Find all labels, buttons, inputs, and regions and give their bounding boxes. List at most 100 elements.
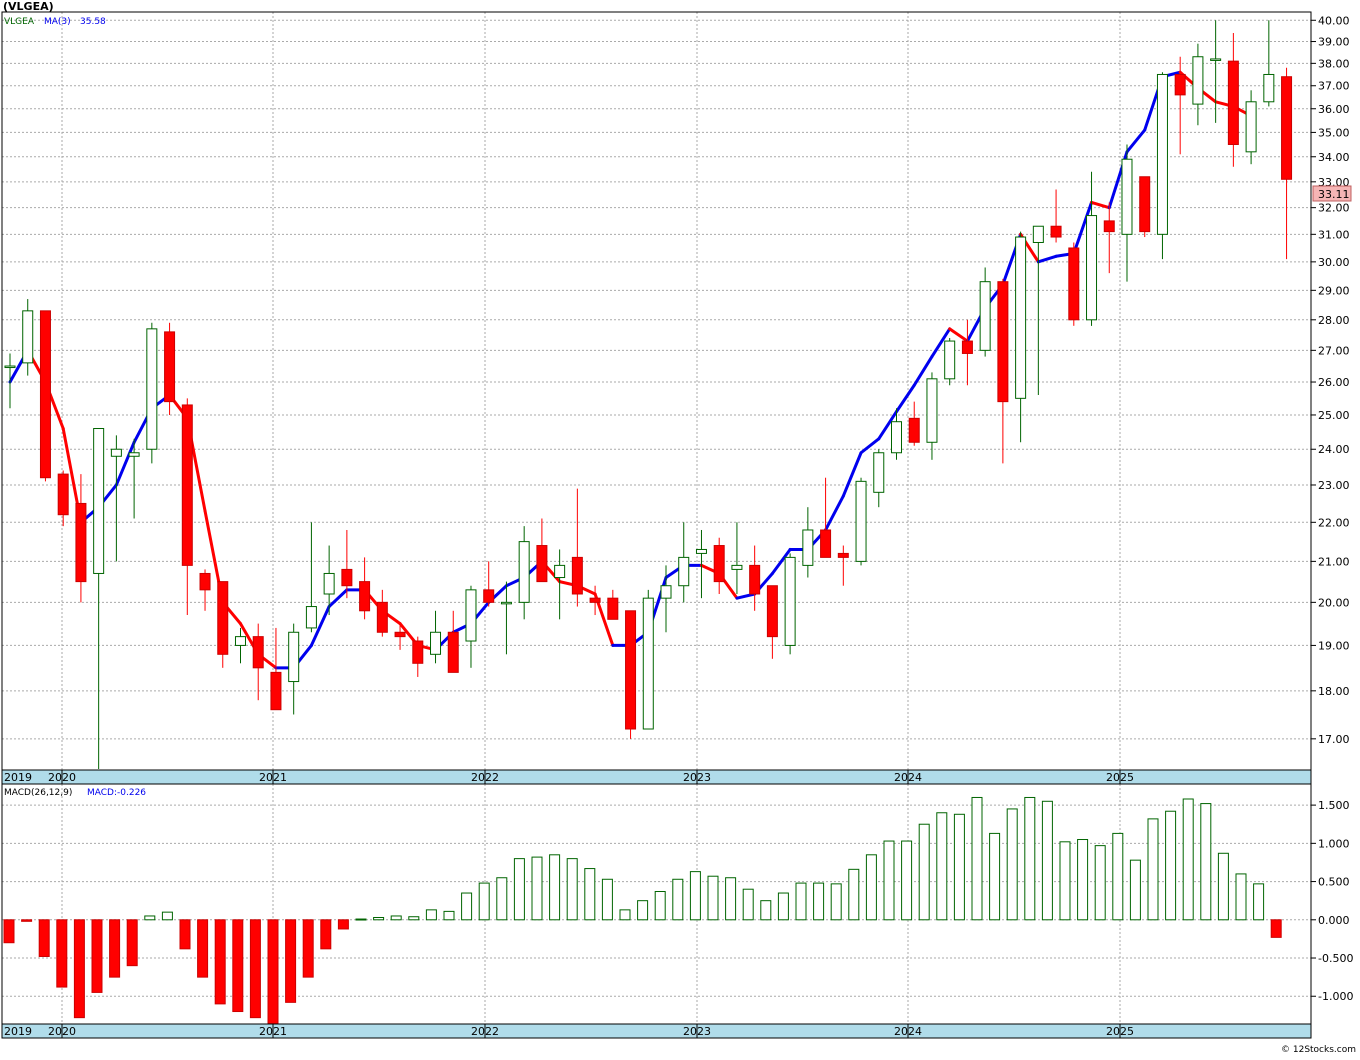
ma-segment: [735, 592, 757, 600]
candle-body: [394, 631, 406, 638]
ma-segment: [948, 327, 969, 343]
macd-bar: [672, 878, 684, 921]
macd-bar: [513, 858, 525, 921]
macd-bar: [707, 875, 719, 921]
macd-bar: [971, 796, 983, 921]
candle-body: [164, 331, 176, 403]
macd-bar: [953, 813, 965, 921]
candle-body: [4, 365, 16, 369]
macd-bar: [179, 919, 191, 950]
candle-body: [75, 502, 87, 583]
candle-body: [554, 564, 566, 579]
price-tick-label: 32.00: [1318, 202, 1350, 215]
candle-body: [1068, 247, 1080, 321]
candle-body: [1174, 73, 1186, 96]
macd-tick-label: -0.500: [1318, 952, 1353, 965]
macd-bar: [320, 919, 332, 950]
legend-ma: MA(3): [44, 17, 71, 27]
macd-bar: [126, 919, 138, 967]
candle-body: [199, 572, 211, 591]
candle-body: [961, 340, 973, 354]
ma-segment: [770, 547, 792, 575]
macd-bar: [989, 832, 1001, 921]
price-tick-label: 17.00: [1318, 733, 1350, 746]
macd-bar: [21, 919, 33, 922]
price-tick-label: 35.00: [1318, 126, 1350, 139]
macd-bar: [584, 868, 596, 921]
macd-bar: [936, 812, 948, 921]
macd-tick-label: 1.000: [1318, 837, 1350, 850]
macd-bar: [232, 919, 244, 1013]
macd-bar: [566, 858, 578, 921]
legend-symbol: VLGEA: [4, 17, 35, 27]
candle-body: [1210, 58, 1222, 61]
candle-body: [1086, 215, 1098, 321]
macd-bar: [1024, 796, 1036, 921]
candle-body: [678, 556, 690, 587]
ma-segment: [824, 494, 845, 532]
macd-bar: [1165, 810, 1177, 921]
macd-date-axis: [1, 1023, 1312, 1039]
macd-bar: [689, 871, 701, 921]
candle-body: [1281, 76, 1293, 180]
macd-bar: [637, 900, 649, 921]
ma-segment: [1036, 254, 1058, 264]
price-tick-label: 29.00: [1318, 284, 1350, 297]
macd-bar: [249, 919, 261, 1019]
candle-body: [234, 636, 246, 646]
macd-bar: [38, 919, 50, 957]
macd-bar: [901, 840, 913, 921]
macd-year-label: 2019: [4, 1025, 32, 1038]
macd-bar: [109, 919, 121, 978]
candle-body: [465, 589, 477, 642]
macd-bar: [1270, 919, 1282, 938]
ma-segment: [1090, 200, 1111, 210]
candle-body: [1192, 56, 1204, 105]
macd-bar: [1094, 845, 1106, 921]
candle-body: [802, 529, 814, 566]
macd-bar: [1059, 841, 1071, 921]
candle-body: [1245, 101, 1257, 153]
price-tick-label: 18.00: [1318, 685, 1350, 698]
ma-segment: [859, 437, 881, 455]
candle-body: [252, 636, 264, 669]
candle-body: [1015, 236, 1027, 399]
macd-bar: [408, 916, 420, 921]
price-tick-label: 38.00: [1318, 57, 1350, 70]
candle-body: [571, 556, 583, 595]
price-date-axis: [1, 769, 1312, 785]
candle-body: [270, 671, 282, 711]
price-tick-label: 28.00: [1318, 314, 1350, 327]
candle-body: [784, 556, 796, 646]
macd-bar: [390, 915, 402, 921]
macd-bar: [918, 823, 930, 921]
macd-bar: [214, 919, 226, 1005]
candle-body: [731, 564, 743, 570]
price-tick-label: 40.00: [1318, 14, 1350, 27]
macd-bar: [777, 892, 789, 921]
candle-body: [607, 597, 619, 620]
ma-segment: [930, 327, 952, 359]
candle-body: [589, 597, 601, 603]
macd-bar: [1253, 883, 1265, 921]
candle-body: [93, 428, 105, 574]
candle-body: [305, 606, 317, 629]
price-tick-label: 30.00: [1318, 256, 1350, 269]
macd-bar: [3, 919, 15, 944]
macd-tick-label: 0.500: [1318, 876, 1350, 889]
candle-body: [518, 541, 530, 603]
macd-bar: [443, 910, 455, 921]
macd-bar: [161, 911, 173, 921]
chart-title: (VLGEA): [3, 0, 54, 13]
price-tick-label: 22.00: [1318, 516, 1350, 529]
macd-bar: [373, 916, 385, 921]
macd-bar: [601, 878, 613, 921]
ma-segment: [841, 451, 863, 498]
last-price-label: 33.11: [1318, 188, 1350, 201]
candle-body: [820, 529, 832, 558]
price-tick-label: 26.00: [1318, 376, 1350, 389]
macd-bar: [760, 900, 772, 921]
candle-body: [110, 448, 122, 457]
price-x-labels: 2019 2020 2021 2022 2023 2024 2025: [4, 770, 1134, 784]
macd-bars: [3, 796, 1282, 1028]
